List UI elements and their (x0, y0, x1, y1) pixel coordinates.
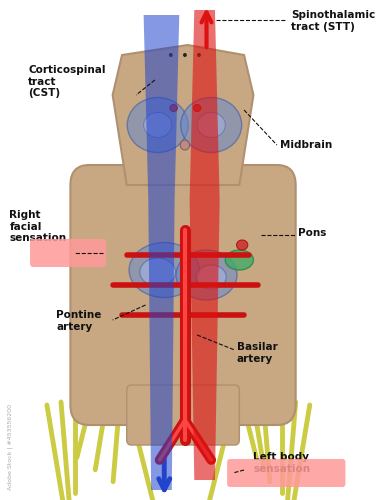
Polygon shape (144, 15, 179, 490)
Polygon shape (113, 45, 253, 185)
Ellipse shape (181, 98, 242, 152)
Text: Adobe Stock | #453556200: Adobe Stock | #453556200 (7, 404, 13, 490)
Ellipse shape (237, 240, 248, 250)
FancyBboxPatch shape (70, 165, 296, 425)
Polygon shape (190, 10, 220, 480)
Ellipse shape (183, 53, 187, 57)
Text: Spinothalamic
tract (STT): Spinothalamic tract (STT) (291, 10, 375, 32)
Text: Basilar
artery: Basilar artery (237, 342, 277, 363)
Text: Left body
sensation: Left body sensation (253, 452, 310, 473)
Text: Midbrain: Midbrain (280, 140, 332, 150)
FancyBboxPatch shape (127, 385, 239, 445)
Text: Pontine
artery: Pontine artery (56, 310, 102, 332)
Ellipse shape (170, 104, 177, 112)
Ellipse shape (197, 53, 201, 57)
Ellipse shape (127, 98, 188, 152)
Ellipse shape (196, 265, 226, 289)
FancyBboxPatch shape (30, 239, 106, 267)
Ellipse shape (129, 242, 199, 298)
Text: Right
facial
sensation: Right facial sensation (9, 210, 66, 243)
Ellipse shape (193, 104, 201, 112)
Text: Corticospinal
tract
(CST): Corticospinal tract (CST) (28, 65, 106, 98)
Ellipse shape (197, 112, 225, 138)
Ellipse shape (144, 112, 172, 138)
Ellipse shape (225, 250, 253, 270)
FancyBboxPatch shape (227, 459, 345, 487)
Ellipse shape (180, 140, 190, 150)
Ellipse shape (140, 258, 175, 286)
Text: Pons: Pons (298, 228, 327, 238)
Ellipse shape (176, 250, 237, 300)
Ellipse shape (169, 53, 173, 57)
